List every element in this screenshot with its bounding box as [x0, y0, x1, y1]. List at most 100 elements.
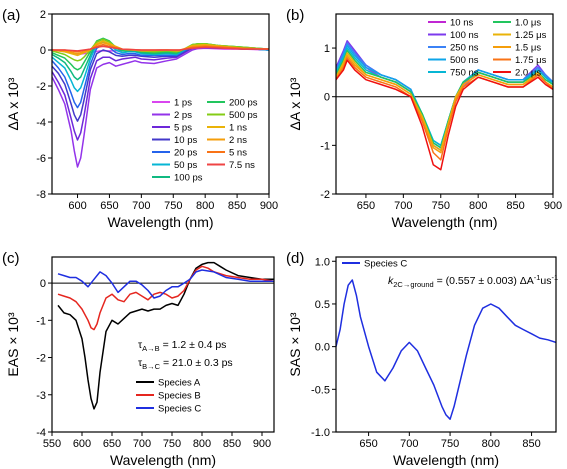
x-tick-label: 850 [228, 200, 246, 212]
x-axis-title: Wavelength (nm) [107, 214, 213, 230]
y-tick-label: -1 [320, 140, 330, 152]
series-group [336, 40, 553, 171]
legend-label: 20 ps [174, 148, 197, 159]
legend-label: 200 ps [229, 98, 258, 109]
legend-label: Species A [158, 378, 201, 389]
panel-c: (c) 550 600 650 700 750 800 850 900 0 -1 -2 -3 -4 Wave… [2, 250, 275, 468]
y-tick-label: 0 [40, 45, 46, 57]
x-tick-label: 750 [441, 438, 459, 450]
series-group [57, 261, 274, 410]
legend-label: 1.5 μs [515, 43, 541, 54]
x-tick-label: 750 [164, 200, 182, 212]
y-tick-label: 0.0 [315, 342, 330, 354]
y-tick-label: -2 [36, 353, 46, 365]
x-tick-label: 650 [103, 438, 121, 450]
legend-label: 10 ns [450, 18, 473, 29]
x-tick-label: 800 [193, 438, 211, 450]
y-tick-label: -0.5 [311, 384, 330, 396]
legend-label: 100 ns [450, 30, 479, 41]
legend-label: 1 ns [229, 123, 247, 134]
plot-frame [51, 256, 275, 433]
y-tick-label: 2 [40, 9, 46, 21]
x-tick-label: 750 [163, 438, 181, 450]
x-tick-label: 750 [432, 200, 450, 212]
y-tick-label: -6 [36, 153, 46, 165]
x-tick-label: 700 [394, 200, 412, 212]
y-tick-label: -8 [36, 189, 46, 201]
legend-label: 5 ns [229, 148, 247, 159]
series-line-7-5-ns [52, 45, 269, 52]
series-line-2-0-s [336, 59, 553, 171]
x-tick-label: 800 [482, 438, 500, 450]
legend: Species C [342, 259, 407, 270]
legend-label: 1.75 μs [515, 55, 547, 66]
y-tick-label: -2 [320, 189, 330, 201]
legend-label: Species C [158, 404, 201, 415]
series-group [336, 279, 556, 420]
x-tick-label: 600 [73, 438, 91, 450]
series-group [52, 37, 269, 168]
x-tick-label: 850 [506, 200, 524, 212]
x-tick-label: 700 [400, 438, 418, 450]
legend: Species A Species B Species C [136, 378, 201, 415]
legend-label: 1 ps [174, 98, 192, 109]
x-axis-title: Wavelength (nm) [391, 214, 497, 230]
y-tick-label: 0 [40, 278, 46, 290]
x-tick-label: 900 [260, 200, 278, 212]
y-tick-label: 1 [324, 43, 330, 55]
panel-d: (d) 650 700 750 800 850 1.0 0.5 0.0 -0.5 -1.0 Wavel… [286, 250, 558, 468]
y-tick-label: 1.0 [315, 256, 330, 268]
plot-frame [335, 13, 554, 195]
x-tick-label: 700 [133, 438, 151, 450]
x-tick-label: 650 [100, 200, 118, 212]
y-axis-title: ΔA x 10³ [287, 77, 303, 130]
y-tick-label: -1.0 [311, 427, 330, 439]
legend-label: 50 ps [174, 160, 197, 171]
legend-label: 100 ps [174, 173, 203, 184]
legend-label: 5 ps [174, 123, 192, 134]
y-tick-label: -4 [36, 117, 46, 129]
x-tick-label: 550 [43, 438, 61, 450]
x-tick-label: 800 [196, 200, 214, 212]
series-line-species-c [336, 279, 556, 420]
x-tick-label: 850 [223, 438, 241, 450]
legend-label: 500 ps [229, 110, 258, 121]
x-tick-label: 900 [253, 438, 271, 450]
legend-label: 1.0 μs [515, 18, 541, 29]
y-tick-label: 0.5 [315, 299, 330, 311]
plot-frame [51, 13, 270, 195]
legend-label: 7.5 ns [229, 160, 255, 171]
y-axis-title: EAS × 10³ [5, 312, 21, 377]
x-axis-title: Wavelength (nm) [110, 452, 216, 468]
panel-a: (a) 600 650 700 750 800 850 900 2 0 -2 -4 -6 -8 Wavele… [2, 7, 278, 230]
legend-label: 750 ns [450, 68, 479, 79]
legend-label: 1.25 μs [515, 30, 547, 41]
panel-b: (b) 650 700 750 800 850 900 1 0 -1 -2 Wavelength (n… [286, 7, 562, 230]
panel-label: (a) [2, 7, 20, 24]
y-axis-title: ΔA x 10³ [5, 77, 21, 130]
legend-label: 2 ps [174, 110, 192, 121]
legend-label: 2.0 μs [515, 68, 541, 79]
series-line-species-c [57, 269, 274, 299]
x-axis-title: Wavelength (nm) [393, 452, 499, 468]
y-axis-title: SAS × 10³ [287, 312, 303, 377]
y-tick-label: -2 [36, 81, 46, 93]
legend-label: 250 ns [450, 43, 479, 54]
legend-label: 2 ns [229, 135, 247, 146]
x-tick-label: 700 [132, 200, 150, 212]
legend-label: Species B [158, 391, 201, 402]
legend-label: 10 ps [174, 135, 197, 146]
x-tick-label: 600 [68, 200, 86, 212]
panel-label: (d) [286, 250, 304, 267]
series-line-1-5-s [336, 54, 553, 154]
lifetime-annotation: τA→B = 1.2 ± 0.4 ps [138, 339, 226, 353]
panel-label: (c) [2, 250, 20, 267]
x-tick-label: 800 [469, 200, 487, 212]
lifetime-annotation: τB→C = 21.0 ± 0.3 ps [138, 357, 233, 371]
panel-label: (b) [286, 7, 304, 24]
y-tick-label: -1 [36, 315, 46, 327]
x-tick-label: 900 [544, 200, 562, 212]
